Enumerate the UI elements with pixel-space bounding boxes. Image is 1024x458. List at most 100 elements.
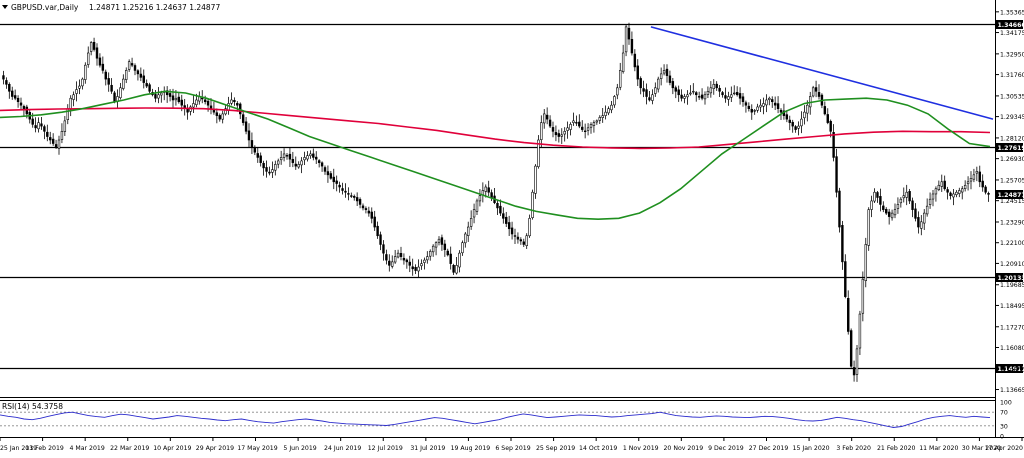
candle-body xyxy=(84,65,86,79)
candle-body xyxy=(286,155,288,156)
candle-body xyxy=(739,93,741,98)
candle-body xyxy=(266,167,268,171)
candle-body xyxy=(847,298,849,331)
price-axis-tick-label: 1.34175 xyxy=(1000,30,1024,37)
candle-body xyxy=(932,194,934,199)
candle-body xyxy=(456,265,458,273)
candle-body xyxy=(157,95,159,98)
candle-body xyxy=(587,128,589,130)
time-axis-tick-label: 25 Sep 2019 xyxy=(536,445,575,452)
price-axis-tick-label: 1.22100 xyxy=(1000,240,1024,247)
candle-body xyxy=(298,164,300,167)
candle-body xyxy=(836,157,838,193)
candle-body xyxy=(713,84,715,88)
time-axis-tick-label: 20 Nov 2019 xyxy=(664,445,704,452)
candle-body xyxy=(52,139,54,143)
candle-body xyxy=(362,206,364,208)
candle-body xyxy=(625,27,627,52)
candle-body xyxy=(549,120,551,126)
level-price-label: 1.27619 xyxy=(998,145,1024,152)
candle-body xyxy=(856,349,858,374)
candle-body xyxy=(105,72,107,79)
candle-body xyxy=(882,206,884,210)
candle-body xyxy=(421,264,423,266)
candle-body xyxy=(771,100,773,102)
candle-body xyxy=(93,42,95,49)
candle-body xyxy=(365,208,367,209)
price-axis-tick-label: 1.16080 xyxy=(1000,345,1024,352)
rsi-scale-label: 0 xyxy=(1000,434,1004,441)
candle-body xyxy=(543,114,545,123)
candle-body xyxy=(412,267,414,269)
candle-body xyxy=(274,164,276,170)
candle-body xyxy=(426,257,428,260)
candle-body xyxy=(742,97,744,102)
candle-body xyxy=(584,131,586,132)
candle-body xyxy=(871,201,873,210)
candle-body xyxy=(637,66,639,79)
candle-body xyxy=(891,213,893,218)
candle-body xyxy=(929,199,931,204)
candle-body xyxy=(666,69,668,75)
candle-body xyxy=(181,100,183,105)
candle-body xyxy=(356,197,358,200)
time-axis-tick-label: 3 Feb 2020 xyxy=(836,445,871,452)
candle-body xyxy=(271,170,273,173)
price-axis-tick-label: 1.20910 xyxy=(1000,261,1024,268)
candle-body xyxy=(774,103,776,105)
price-axis-tick-label: 1.13665 xyxy=(1000,387,1024,394)
candle-body xyxy=(441,238,443,245)
candle-body xyxy=(795,127,797,130)
candle-body xyxy=(894,210,896,215)
rsi-scale-label: 30 xyxy=(1000,423,1008,430)
candle-body xyxy=(915,209,917,218)
price-axis-tick-label: 1.24515 xyxy=(1000,198,1024,205)
time-axis-tick-label: 11 Mar 2020 xyxy=(919,445,958,452)
candle-body xyxy=(815,88,817,92)
candle-body xyxy=(102,64,104,70)
candle-body xyxy=(111,85,113,91)
time-axis-tick-label: 24 Jun 2019 xyxy=(324,445,361,452)
candle-body xyxy=(669,76,671,83)
candle-body xyxy=(906,192,908,197)
candle-body xyxy=(844,262,846,297)
candle-body xyxy=(502,214,504,219)
candle-body xyxy=(850,331,852,367)
candle-body xyxy=(535,166,537,193)
candle-body xyxy=(912,201,914,210)
candle-body xyxy=(546,115,548,119)
candle-body xyxy=(938,185,940,189)
candle-body xyxy=(473,210,475,217)
candle-body xyxy=(941,182,943,187)
candle-body xyxy=(575,122,577,123)
candle-body xyxy=(350,196,352,197)
candle-body xyxy=(725,96,727,99)
candle-body xyxy=(663,70,665,73)
candle-body xyxy=(292,159,294,162)
candle-body xyxy=(488,188,490,193)
candle-body xyxy=(719,88,721,91)
candle-body xyxy=(257,153,259,157)
candle-body xyxy=(46,132,48,136)
candle-body xyxy=(651,95,653,101)
candle-body xyxy=(897,204,899,208)
price-axis-tick-label: 1.29345 xyxy=(1000,114,1024,121)
candle-body xyxy=(540,123,542,140)
time-axis-tick-label: 13 Feb 2019 xyxy=(25,445,64,452)
candle-body xyxy=(877,193,879,198)
candle-body xyxy=(839,191,841,227)
candle-body xyxy=(616,88,618,95)
candle-body xyxy=(903,196,905,198)
candle-body xyxy=(222,114,224,119)
candle-body xyxy=(596,121,598,122)
candle-body xyxy=(827,114,829,122)
candle-body xyxy=(400,253,402,256)
candle-body xyxy=(11,91,13,97)
time-axis-tick-label: 15 Jan 2020 xyxy=(793,445,830,452)
candle-body xyxy=(967,182,969,184)
candle-body xyxy=(801,119,803,126)
candle-body xyxy=(485,187,487,191)
candle-body xyxy=(289,154,291,159)
candle-body xyxy=(125,70,127,79)
